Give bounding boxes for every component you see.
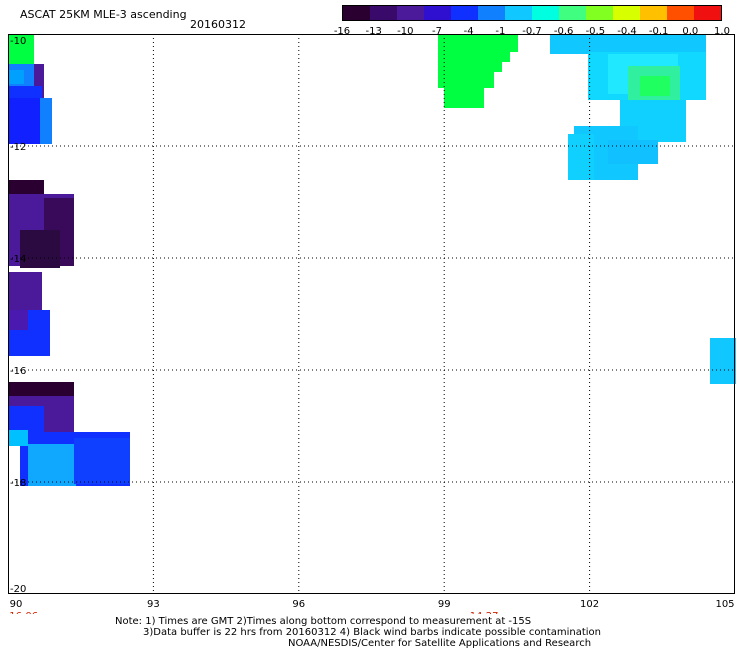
swath-west xyxy=(8,34,130,486)
y-tick-label: -14 xyxy=(10,254,26,265)
data-cell xyxy=(640,76,670,96)
colorbar-label: -0.4 xyxy=(617,26,637,37)
colorbar-segment xyxy=(613,6,640,20)
x-tick-label: 99 xyxy=(438,599,451,610)
colorbar-segment xyxy=(478,6,505,20)
data-cell xyxy=(568,134,594,180)
data-cell xyxy=(438,62,502,72)
data-cell xyxy=(8,180,44,196)
map-date: 20160312 xyxy=(190,18,246,31)
colorbar-label: 1.0 xyxy=(714,26,730,37)
data-cell xyxy=(74,438,130,484)
data-cell xyxy=(40,98,52,144)
data-cell xyxy=(28,444,76,486)
y-tick-label: -16 xyxy=(10,366,26,377)
colorbar-label: -13 xyxy=(365,26,382,37)
colorbar-label: -1 xyxy=(495,26,506,37)
footnote: Note: 1) Times are GMT 2)Times along bot… xyxy=(0,616,740,649)
colorbar-segment xyxy=(505,6,532,20)
data-cell xyxy=(8,310,28,330)
colorbar-segment xyxy=(640,6,667,20)
swath-central xyxy=(438,34,518,108)
y-tick-label: -20 xyxy=(10,584,26,595)
colorbar-segment xyxy=(370,6,397,20)
data-cell xyxy=(550,34,706,54)
note-line-3: NOAA/NESDIS/Center for Satellite Applica… xyxy=(288,638,592,649)
colorbar-label: -0.5 xyxy=(585,26,606,37)
colorbar-label: -4 xyxy=(463,26,474,37)
colorbar-label: -0.1 xyxy=(648,26,669,37)
note-line-2: 3)Data buffer is 22 hrs from 20160312 4)… xyxy=(143,627,601,638)
colorbar-label: 0.0 xyxy=(682,26,699,37)
data-cell xyxy=(8,70,24,84)
y-tick-label: -10 xyxy=(10,36,26,47)
colorbar-segment xyxy=(586,6,613,20)
map-plot: 90 93 96 99 102 105 -10 -12 -14 -16 -18 -20 16:06 14:… xyxy=(8,34,736,614)
colorbar-label: -0.7 xyxy=(522,26,542,37)
grid-lines xyxy=(8,34,735,594)
colorbar-label: -7 xyxy=(432,26,442,37)
colorbar-label: -0.6 xyxy=(553,26,574,37)
x-tick-label: 96 xyxy=(292,599,305,610)
colorbar-segment xyxy=(424,6,451,20)
plot-frame xyxy=(8,34,735,594)
data-cell xyxy=(710,338,736,384)
colorbar-label: -16 xyxy=(333,26,351,37)
note-line-1: Note: 1) Times are GMT 2)Times along bot… xyxy=(115,616,532,627)
y-tick-label: -12 xyxy=(10,142,26,153)
colorbar-segment xyxy=(559,6,586,20)
colorbar-segment xyxy=(343,6,370,20)
swath-east xyxy=(550,34,736,384)
x-tick-label: 90 xyxy=(10,599,23,610)
colorbar-segment xyxy=(694,6,721,20)
data-cell xyxy=(20,230,60,268)
x-tick-label: 93 xyxy=(147,599,160,610)
data-cell xyxy=(8,430,28,446)
time-label: 16:06 xyxy=(9,611,38,614)
data-cell xyxy=(444,88,484,108)
colorbar-segment xyxy=(532,6,559,20)
data-cell xyxy=(438,52,510,62)
axis-ticks: 90 93 96 99 102 105 -10 -12 -14 -16 -18 -20 16:06 14:… xyxy=(9,36,734,614)
data-cell xyxy=(438,72,494,88)
x-tick-label: 102 xyxy=(580,599,599,610)
colorbar-label: -10 xyxy=(397,26,414,37)
colorbar-segment xyxy=(451,6,478,20)
map-title: ASCAT 25KM MLE-3 ascending xyxy=(20,8,187,21)
time-label: 14:27 xyxy=(470,611,499,614)
colorbar-segment xyxy=(397,6,424,20)
colorbar-segment xyxy=(667,6,694,20)
colorbar xyxy=(342,5,722,21)
colorbar-labels: -16 -13 -10 -7 -4 -1 -0.7 -0.6 -0.5 -0.4 -0.1 0.0 1.… xyxy=(333,26,735,38)
data-cell xyxy=(608,140,658,164)
data-cell xyxy=(438,34,518,52)
y-tick-label: -18 xyxy=(10,478,26,489)
x-tick-label: 105 xyxy=(715,599,734,610)
data-cell xyxy=(8,272,42,310)
data-cell xyxy=(34,64,44,98)
